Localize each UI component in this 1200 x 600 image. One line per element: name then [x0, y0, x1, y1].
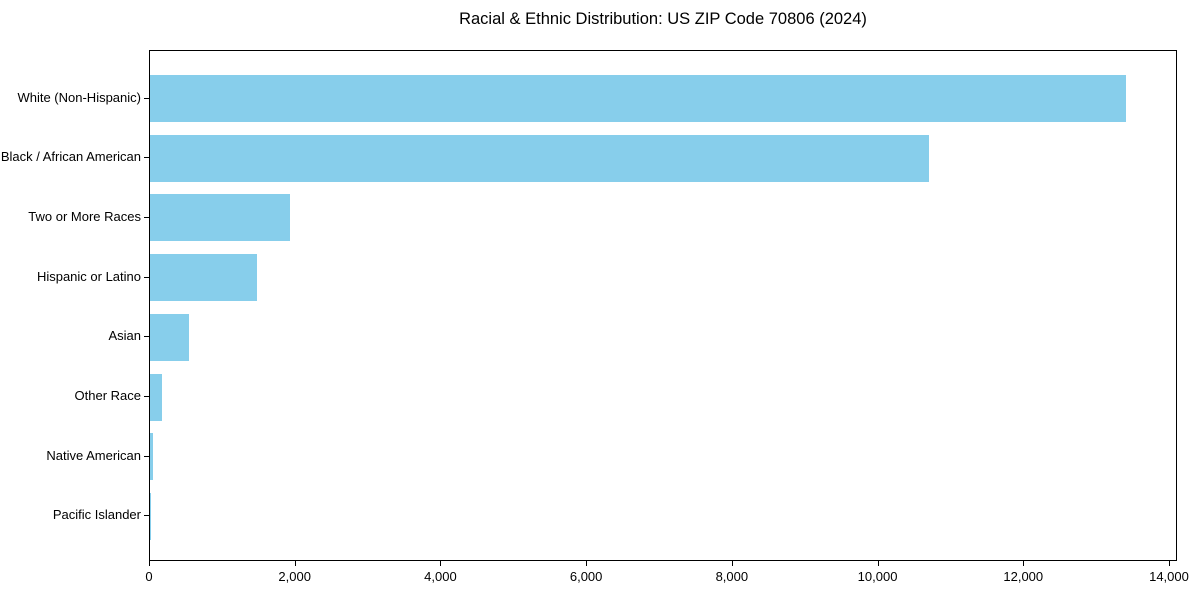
y-tick-mark — [144, 336, 149, 338]
y-axis-labels: White (Non-Hispanic) Black / African Amer… — [0, 50, 149, 561]
y-tick-mark — [144, 216, 149, 218]
y-tick-mark — [144, 396, 149, 398]
x-tick-mark — [1168, 561, 1170, 566]
y-tick-label-two-or-more-races: Two or More Races — [28, 208, 141, 224]
chart-title: Racial & Ethnic Distribution: US ZIP Cod… — [459, 10, 867, 28]
x-tick-label-2-000: 2,000 — [278, 569, 311, 584]
x-tick-label-14-000: 14,000 — [1149, 569, 1189, 584]
x-tick-label-6-000: 6,000 — [569, 569, 603, 584]
y-tick-label-black-african-american: Black / African American — [0, 149, 141, 165]
y-tick-mark — [144, 515, 149, 517]
x-tick-mark — [149, 561, 150, 566]
y-tick-label-hispanic-or-latino: Hispanic or Latino — [36, 268, 141, 284]
y-tick-mark — [144, 97, 149, 99]
x-axis: 0 2,000 4,000 6,000 8,000 10,000 12,000 14,000 — [0, 561, 1200, 600]
bar-other-race — [150, 373, 162, 421]
x-tick-label-12-000: 12,000 — [1003, 569, 1044, 584]
bar-pacific-islander — [150, 492, 151, 540]
x-tick-label-10-000: 10,000 — [857, 569, 898, 584]
bar-native-american — [150, 433, 153, 481]
x-tick-mark — [586, 561, 588, 566]
bar-white-non-hispanic — [150, 75, 1126, 122]
x-tick-label-4-000: 4,000 — [424, 569, 457, 584]
x-tick-label-0: 0 — [145, 569, 153, 584]
y-tick-mark — [144, 276, 149, 278]
bar-black-african-american — [150, 134, 930, 182]
plot-area — [149, 50, 1177, 561]
y-tick-label-white-non-hispanic: White (Non-Hispanic) — [17, 89, 141, 105]
y-tick-label-pacific-islander: Pacific Islander — [52, 507, 141, 523]
x-tick-mark — [294, 561, 296, 566]
bar-asian — [150, 313, 190, 361]
x-tick-mark — [1023, 561, 1025, 566]
y-tick-label-asian: Asian — [108, 328, 141, 344]
x-tick-label-8-000: 8,000 — [715, 569, 749, 584]
y-tick-mark — [144, 157, 149, 159]
x-tick-mark — [440, 561, 442, 566]
bar-hispanic-or-latino — [150, 254, 257, 302]
y-tick-label-native-american: Native American — [46, 447, 141, 463]
y-tick-mark — [144, 455, 149, 457]
y-tick-label-other-race: Other Race — [74, 388, 141, 404]
bar-two-or-more-races — [150, 194, 290, 242]
x-tick-mark — [731, 561, 733, 566]
x-tick-mark — [877, 561, 879, 566]
